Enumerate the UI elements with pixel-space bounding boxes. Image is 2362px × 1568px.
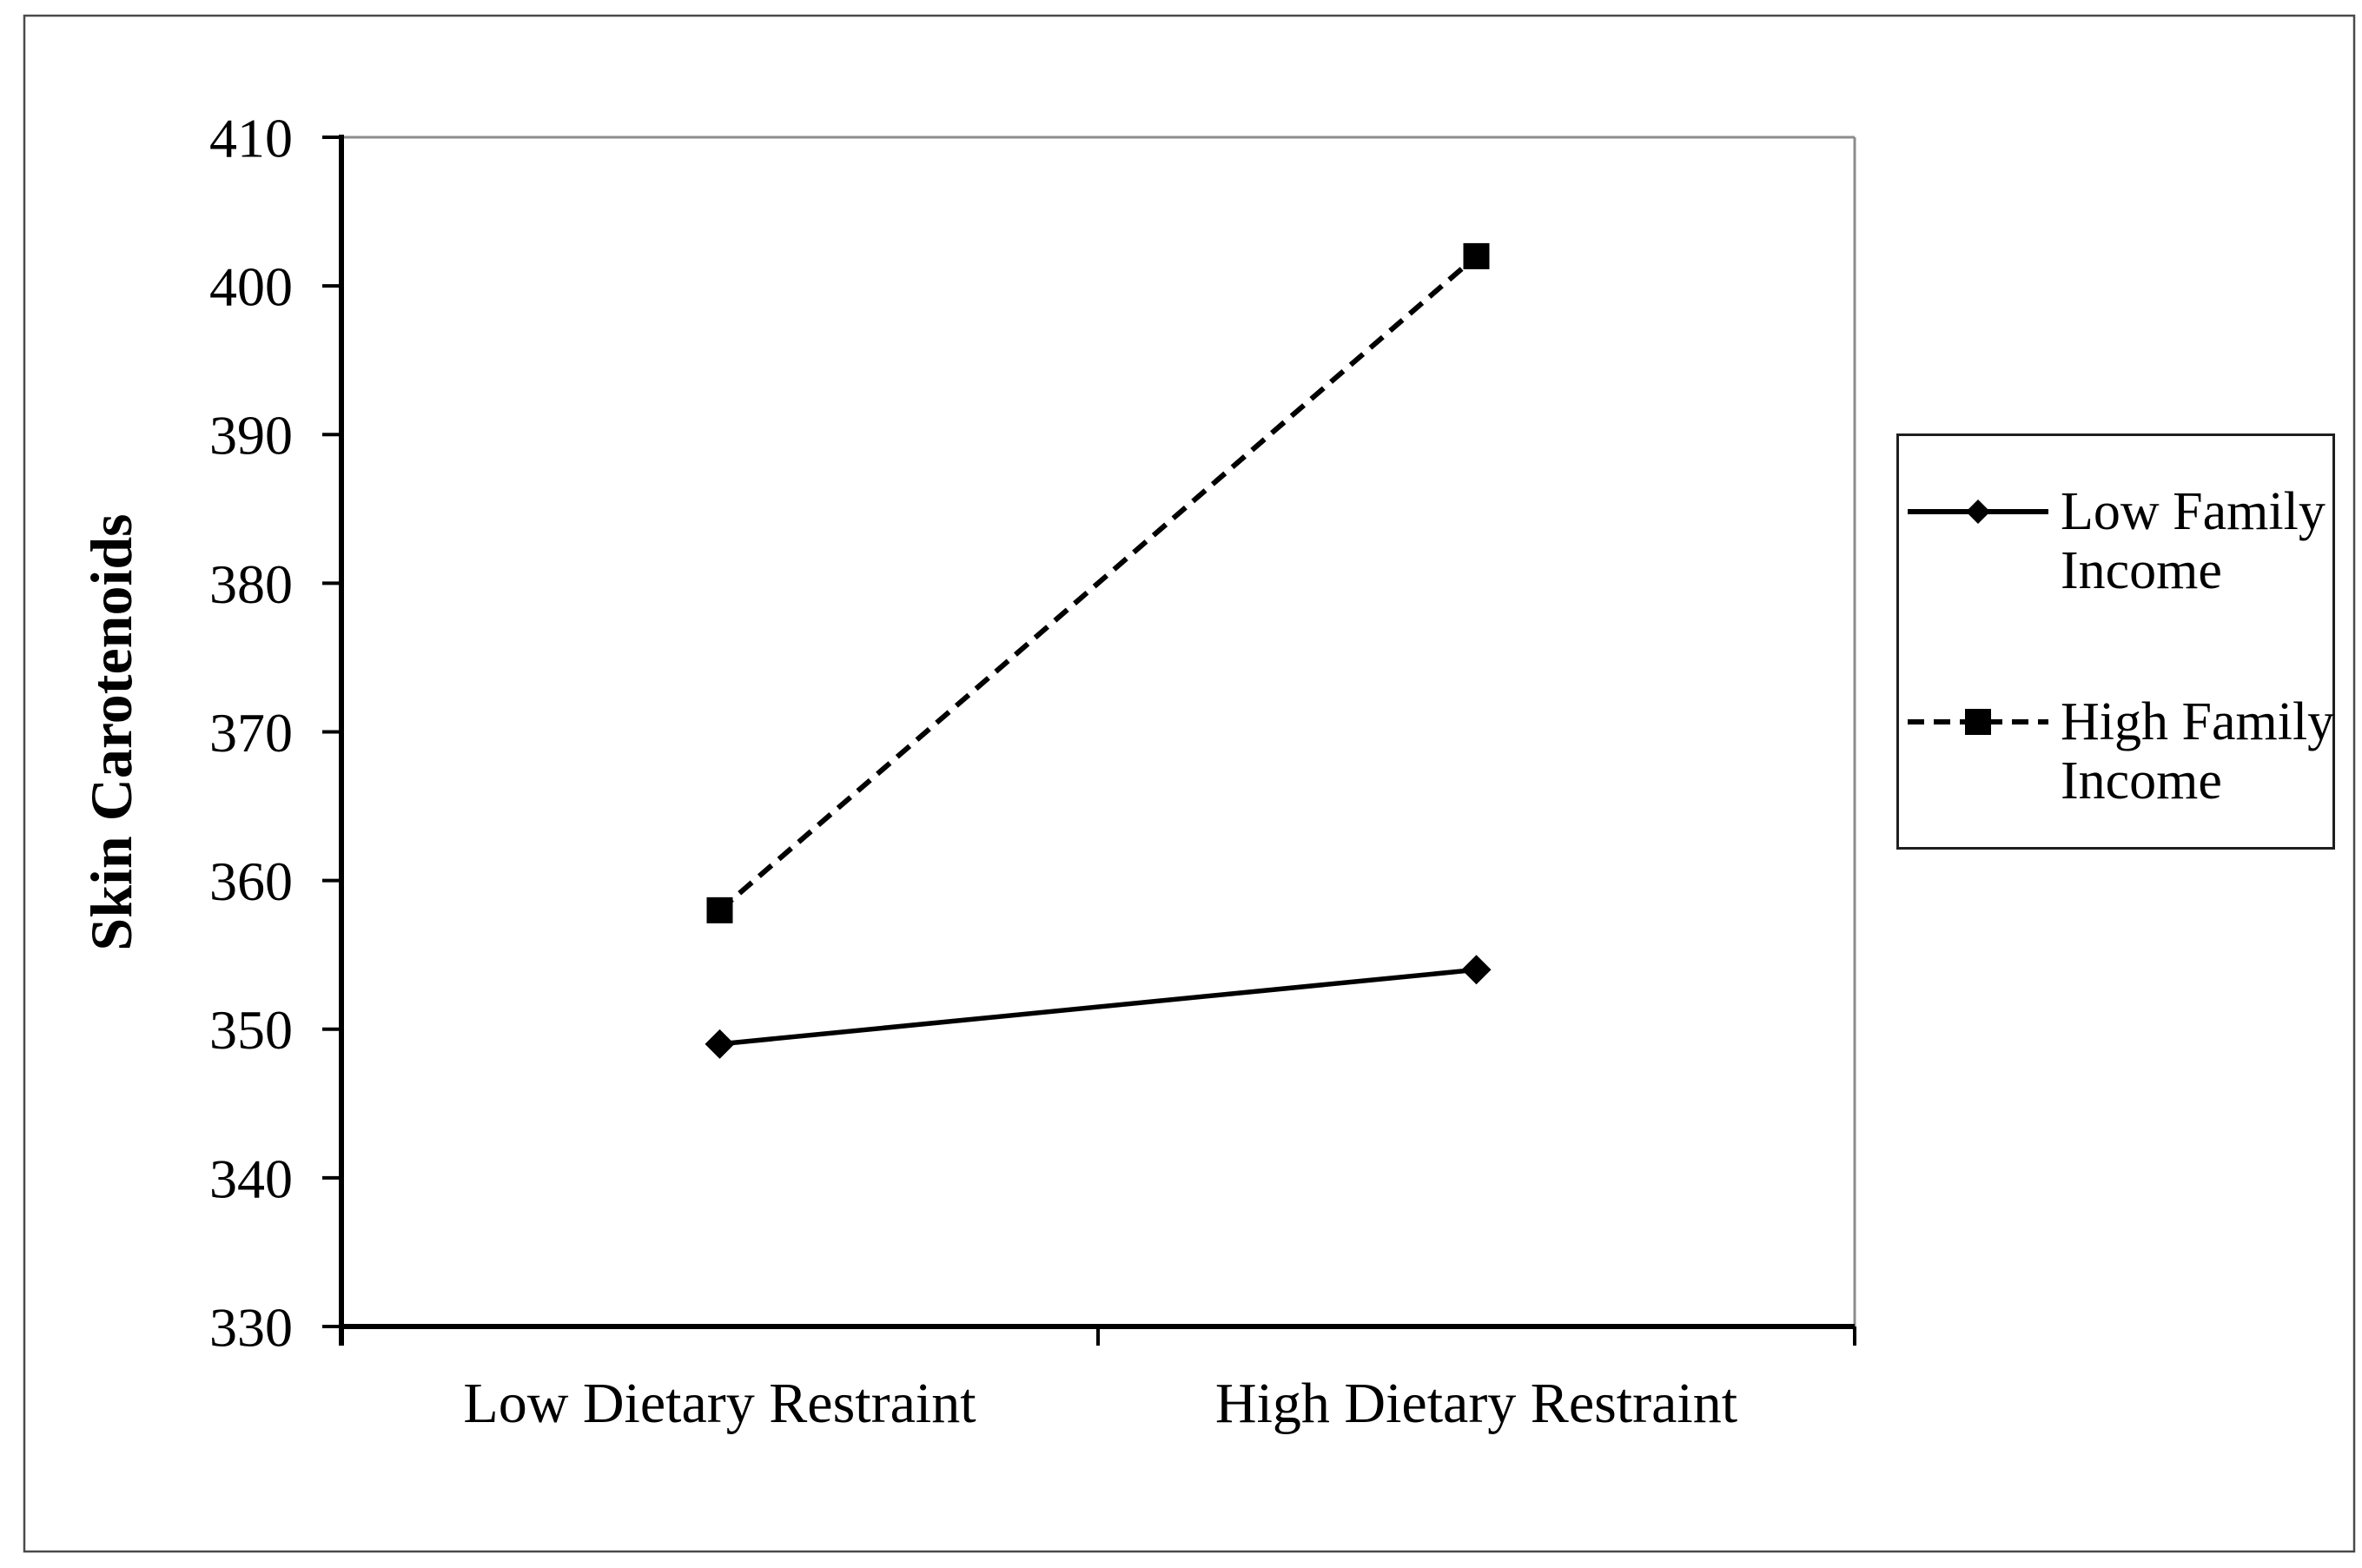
x-axis-labels: Low Dietary Restraint High Dietary Restra… [463,1372,1737,1435]
legend-sample-dashed [1908,709,2048,735]
y-axis-ticks: 410 400 390 380 370 360 350 340 330 [209,107,341,1358]
data-point-marker-square [1463,242,1490,269]
x-category-label: Low Dietary Restraint [463,1372,976,1435]
y-tick-label: 390 [209,405,293,466]
legend-sample-solid [1908,500,2048,524]
y-tick-label: 410 [209,107,293,169]
legend-item-high-family-income: High Family Income [1899,692,2334,810]
data-point-marker-square [706,896,733,923]
data-point-marker-diamond [705,1029,735,1059]
series-line-solid [719,967,1477,1047]
y-tick-label: 370 [209,702,293,764]
legend-label-line2: Income [2061,751,2222,810]
diamond-marker-icon [1966,500,1990,524]
y-tick-label: 400 [209,256,293,318]
y-tick-label: 380 [209,553,293,615]
series-line-dashed [718,254,1479,913]
x-category-label: High Dietary Restraint [1215,1372,1737,1435]
x-axis-ticks [340,1327,1856,1346]
legend-label-line1: High Family [2061,692,2335,751]
legend-label-line2: Income [2061,541,2222,600]
figure-border [23,14,2356,1553]
data-point-marker-diamond [1461,955,1492,985]
y-tick-label: 360 [209,850,293,912]
legend-label: High Family Income [2061,692,2334,810]
legend-label-line1: Low Family [2061,482,2326,541]
y-axis-title: Skin Carotenoids [78,513,144,950]
square-marker-icon [1965,709,1991,735]
legend-item-low-family-income: Low Family Income [1899,482,2332,600]
legend-box: Low Family Income High Family Income [1896,433,2335,850]
series-group [705,242,1492,1059]
legend-label: Low Family Income [2061,482,2326,600]
y-tick-label: 350 [209,999,293,1061]
y-tick-label: 330 [209,1296,293,1358]
y-tick-label: 340 [209,1148,293,1209]
